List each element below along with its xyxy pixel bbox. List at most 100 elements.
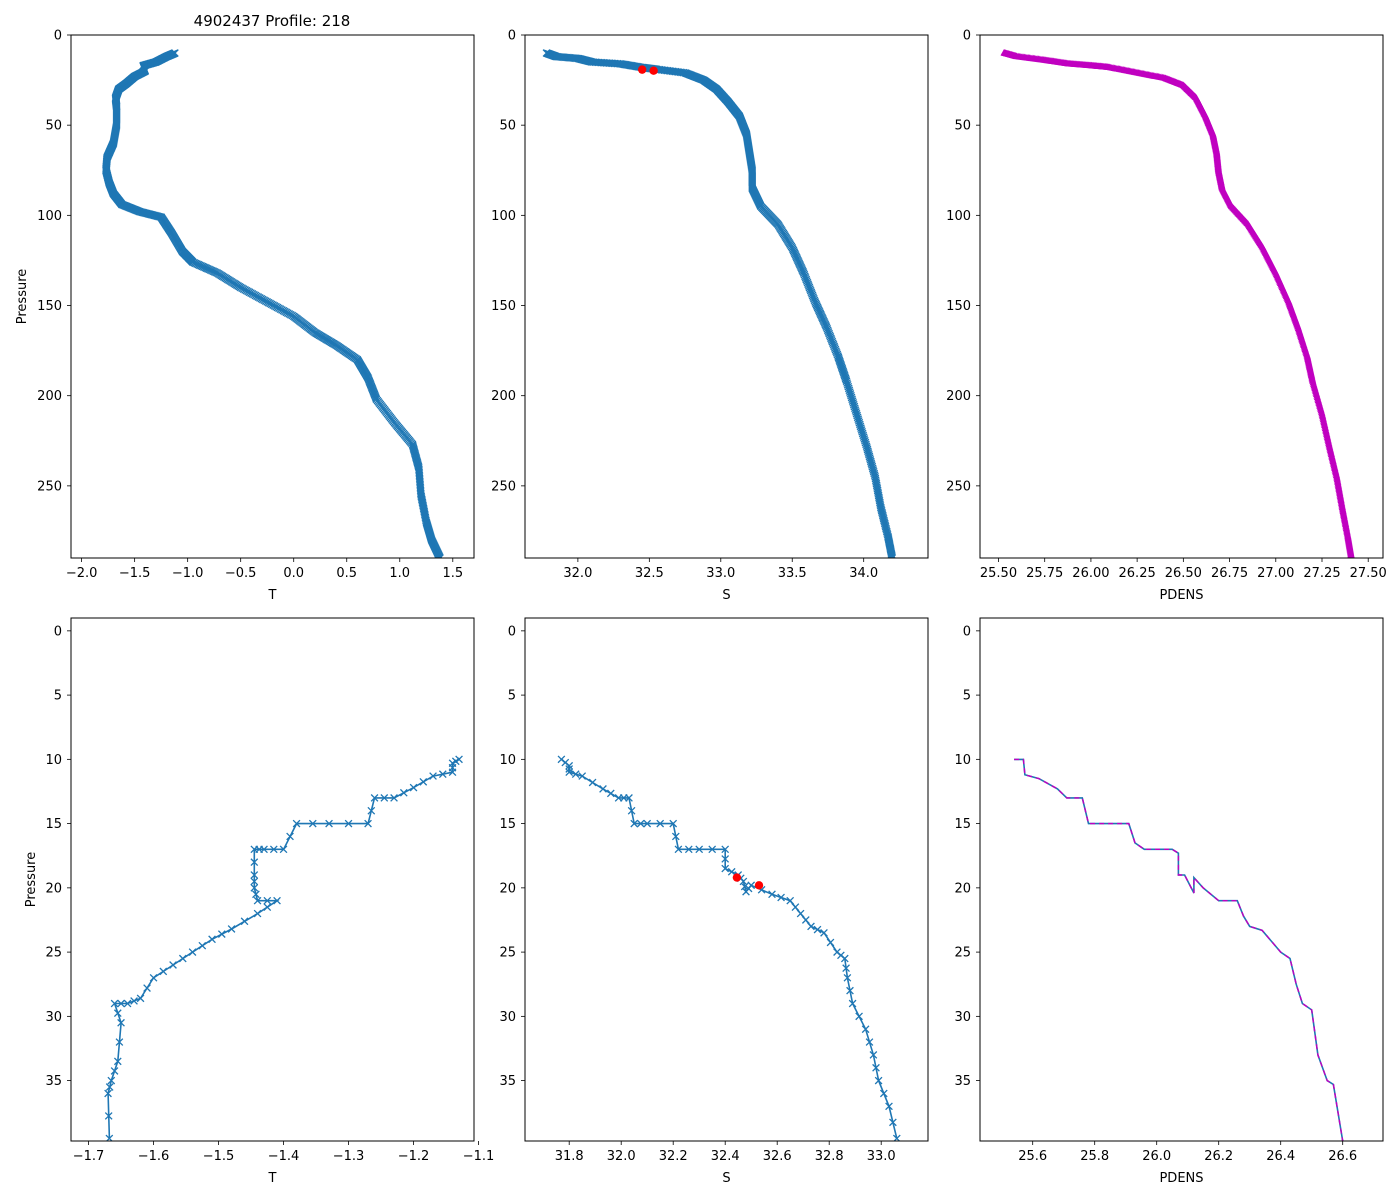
y-tick-label: 10: [499, 753, 516, 768]
x-tick-label: −1.7: [73, 1149, 105, 1164]
axes-frame: [524, 34, 929, 559]
x-tick-label: 0.5: [336, 566, 357, 581]
data-marker: [367, 806, 376, 815]
x-tick-label: 27.25: [1303, 566, 1340, 581]
data-marker: [630, 819, 639, 828]
density-line: [1014, 758, 1344, 1141]
data-marker: [842, 964, 850, 973]
panel-top-middle: 32.0 32.5 33.0 33.5 34.0 0 50 100 150 200 250 S: [491, 29, 929, 603]
y-tick-label: 0: [508, 29, 516, 44]
data-marker: [252, 890, 260, 899]
y-tick-label: 15: [45, 817, 62, 832]
y-tick-label: 250: [37, 479, 62, 494]
x-tick-label: 27.50: [1350, 566, 1387, 581]
data-marker: [840, 954, 849, 963]
data-marker: [286, 832, 294, 841]
data-marker: [250, 858, 259, 867]
data-marker: [826, 938, 835, 947]
y-tick-label: 20: [45, 881, 62, 896]
panel-bottom-left: −1.7 −1.6 −1.5 −1.4 −1.3 −1.2 −1.1 0 5 10 15 20 25 30…: [24, 617, 494, 1186]
data-marker: [768, 890, 776, 899]
panel-top-left: −2.0 −1.5 −1.0 −0.5 0.0 0.5 1.0 1.5 0 50 100 150 200…: [15, 29, 475, 603]
x-tick-label: −1.0: [172, 566, 204, 581]
data-marker: [117, 1018, 125, 1027]
x-tick-label: 1.0: [389, 566, 410, 581]
data-marker: [115, 1038, 124, 1046]
y-tick-label: 5: [54, 689, 62, 704]
y-tick-label: 25: [499, 946, 516, 961]
axes-frame: [979, 34, 1384, 559]
x-tick-label: 26.0: [1142, 1149, 1171, 1164]
data-marker: [136, 994, 145, 1003]
data-marker: [791, 903, 800, 911]
data-marker: [721, 864, 730, 873]
data-marker: [107, 1076, 116, 1085]
data-marker: [253, 909, 262, 918]
data-marker: [419, 777, 428, 786]
y-tick-label: 10: [45, 753, 62, 768]
data-marker: [848, 999, 857, 1008]
y-tick-label: 20: [499, 881, 516, 896]
data-marker: [250, 883, 259, 892]
y-tick-label: 100: [946, 209, 971, 224]
y-tick-label: 0: [54, 29, 62, 44]
x-tick-label: 25.75: [1026, 566, 1063, 581]
data-marker: [627, 806, 636, 815]
plot-area: [1014, 758, 1344, 1141]
data-marker: [169, 961, 177, 969]
data-marker: [409, 783, 418, 792]
data-marker: [869, 1051, 878, 1059]
data-marker: [399, 788, 408, 797]
y-tick-label: 30: [954, 1010, 971, 1025]
y-axis-label: Pressure: [15, 269, 30, 325]
panel-bottom-right: 25.6 25.8 26.0 26.2 26.4 26.6 0 5 10 15 20 25 30 35 PD…: [954, 617, 1384, 1186]
x-tick-label: −1.4: [268, 1149, 300, 1164]
data-marker: [308, 819, 317, 828]
axes-frame: [524, 617, 929, 1142]
y-tick-label: 100: [37, 209, 62, 224]
y-tick-label: 5: [508, 689, 516, 704]
x-tick-label: 1.5: [442, 566, 463, 581]
data-marker: [888, 552, 896, 558]
y-tick-label: 15: [499, 817, 516, 832]
plot-area: [104, 755, 463, 1141]
data-marker: [843, 973, 852, 982]
data-marker: [888, 554, 897, 558]
data-marker: [879, 1089, 888, 1098]
data-marker: [588, 778, 597, 787]
data-marker: [344, 819, 353, 828]
y-tick-label: 5: [963, 689, 971, 704]
x-tick-label: 25.6: [1018, 1149, 1047, 1164]
data-marker: [885, 1102, 893, 1111]
data-marker: [159, 967, 168, 976]
plot-area: [542, 49, 897, 558]
x-tick-label: −1.5: [119, 566, 151, 581]
data-marker: [684, 845, 693, 854]
plot-area: [557, 755, 901, 1141]
y-tick-label: 15: [954, 817, 971, 832]
data-marker: [105, 1083, 114, 1091]
y-tick-label: 200: [37, 389, 62, 404]
data-marker: [625, 794, 633, 802]
data-marker: [143, 984, 151, 992]
x-tick-label: 32.5: [635, 566, 664, 581]
data-marker: [448, 768, 457, 777]
highlight-point: [649, 66, 658, 75]
data-marker: [846, 986, 854, 995]
x-tick-label: −1.6: [138, 1149, 170, 1164]
y-tick-label: 200: [491, 389, 516, 404]
data-marker: [674, 845, 683, 854]
y-tick-label: 20: [954, 881, 971, 896]
y-tick-label: 35: [954, 1074, 971, 1089]
data-marker: [820, 928, 828, 937]
y-tick-label: 30: [499, 1010, 516, 1025]
data-marker: [130, 997, 138, 1005]
data-marker: [801, 916, 810, 924]
y-tick-label: 200: [946, 389, 971, 404]
data-marker: [889, 1118, 897, 1127]
data-marker: [273, 896, 281, 905]
data-marker: [370, 794, 379, 802]
data-marker: [813, 925, 822, 934]
data-marker: [253, 896, 262, 905]
data-marker: [217, 930, 226, 938]
